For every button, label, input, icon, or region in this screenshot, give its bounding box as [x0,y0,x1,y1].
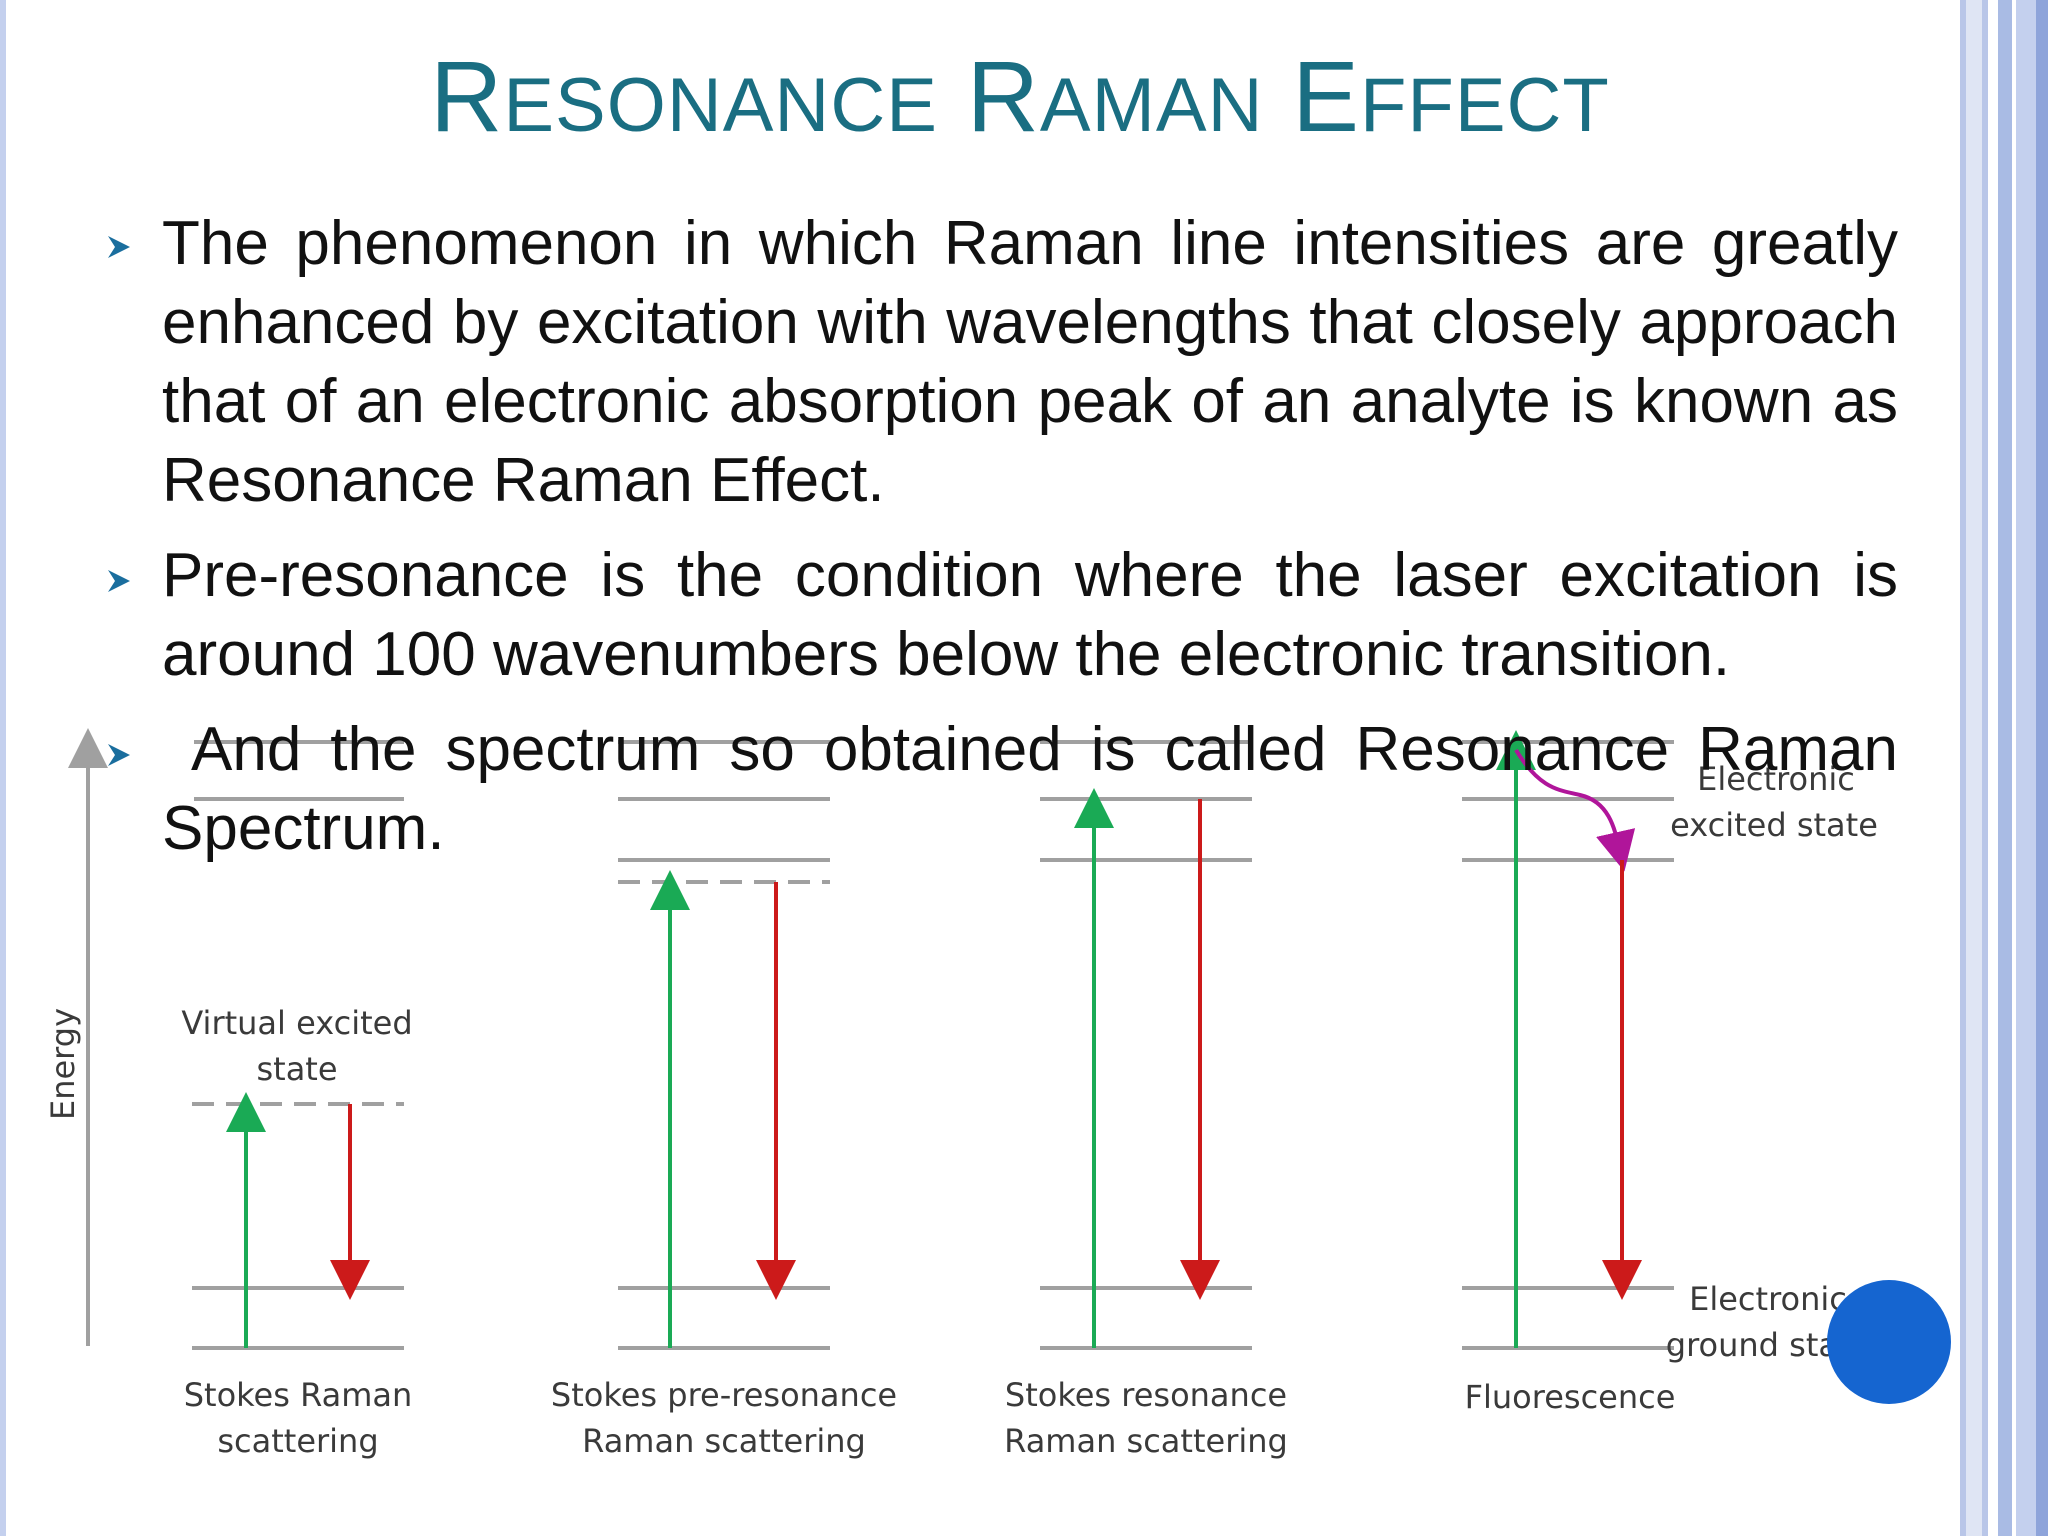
panel-stokes-raman: Virtual excited state Stokes Raman scatt… [181,740,413,1460]
panel-caption: Stokes Raman [184,1376,413,1414]
border-stripe [1966,0,1982,1536]
slide-title: RESONANCE RAMAN EFFECT [0,40,2040,155]
electronic-excited-label: Electronic [1697,760,1855,798]
panel-caption: Raman scattering [1004,1422,1288,1460]
bullet-text: The phenomenon in which Raman line inten… [162,209,1898,515]
bullet-arrow-icon [108,744,130,766]
border-stripe [1998,0,2012,1536]
border-stripe [2016,0,2036,1536]
bullet-text: Pre-resonance is the condition where the… [162,541,1898,689]
page-indicator-dot [1827,1280,1951,1404]
border-stripe [0,0,6,1536]
panel-stokes-resonance: Stokes resonance Raman scattering [1004,740,1288,1460]
title-word: EFFECT [1292,41,1610,153]
panel-caption: Stokes pre-resonance [551,1376,897,1414]
panel-caption: Fluorescence [1465,1378,1676,1416]
panel-caption: Stokes resonance [1005,1376,1287,1414]
border-stripe [1982,0,1988,1536]
electronic-excited-label: excited state [1670,806,1878,844]
virtual-state-label: state [256,1050,337,1088]
title-word: RAMAN [966,41,1264,153]
bullet-arrow-icon [108,236,130,258]
virtual-state-label: Virtual excited [181,1004,412,1042]
panel-stokes-pre-resonance: Stokes pre-resonance Raman scattering [551,740,897,1460]
relaxation-arrow [1514,748,1636,872]
bullet-text: And the spectrum so obtained is called R… [162,715,1916,863]
bullet-arrow-icon [108,570,130,592]
energy-axis-label: Energy [44,1008,82,1120]
title-word: RESONANCE [430,41,938,153]
panel-caption: Raman scattering [582,1422,866,1460]
border-stripe [1960,0,1966,1536]
panel-caption: scattering [217,1422,378,1460]
electronic-ground-label: Electronic [1689,1280,1847,1318]
border-stripe [2036,0,2048,1536]
